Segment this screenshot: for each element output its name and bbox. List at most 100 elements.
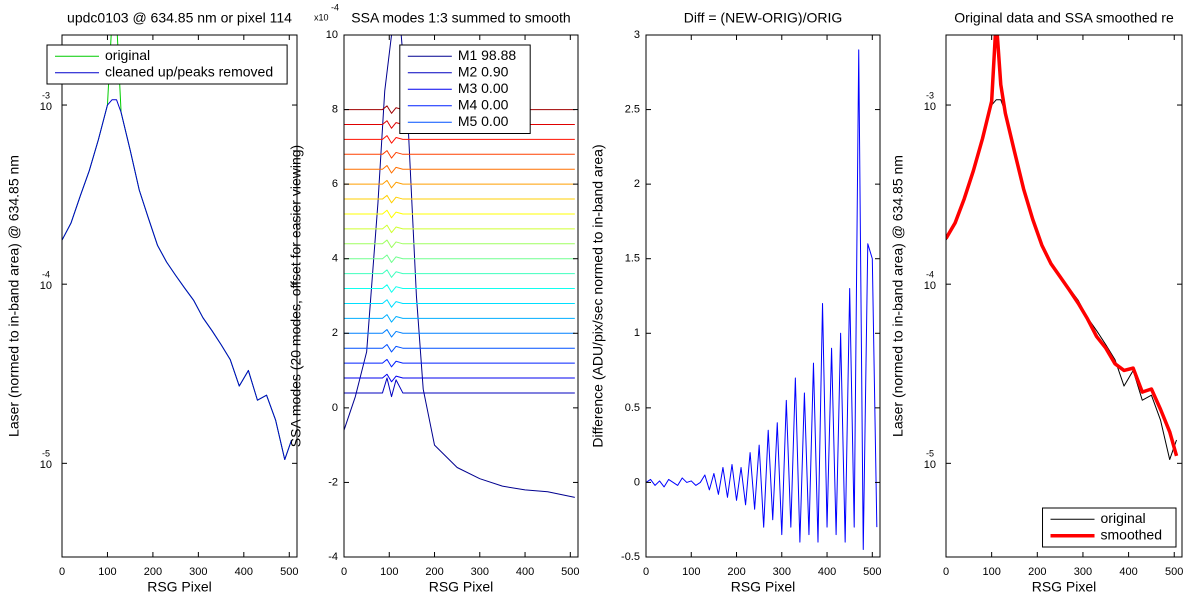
series-line — [646, 49, 878, 551]
y-tick-label: 4 — [332, 253, 338, 265]
y-tick-label: 8 — [332, 103, 338, 115]
plot-area — [946, 35, 1182, 557]
x-tick-label: 500 — [280, 566, 298, 578]
series-line — [344, 329, 575, 338]
axes-frame — [645, 34, 881, 558]
x-tick-label: 500 — [561, 566, 579, 578]
y-axis-label: Laser (normed to in-band area) @ 634.85 … — [890, 155, 906, 437]
y-tick-exponent: -3 — [42, 90, 50, 100]
y-tick-label: 3 — [634, 29, 640, 41]
legend-box — [399, 44, 531, 134]
legend-label: smoothed — [1101, 526, 1162, 542]
plot-area — [646, 35, 880, 557]
series-line — [344, 254, 575, 263]
series-line — [344, 373, 575, 383]
y-tick-label: 2 — [332, 327, 338, 339]
series-line — [344, 239, 575, 249]
y-tick-label: 1.5 — [625, 253, 640, 265]
series-line — [344, 165, 575, 174]
x-tick-label: 100 — [982, 566, 1000, 578]
x-tick-label: 0 — [341, 566, 347, 578]
x-tick-label: 400 — [516, 566, 534, 578]
x-tick-label: 200 — [144, 566, 162, 578]
y-tick-label: -2 — [328, 476, 338, 488]
x-tick-label: 500 — [1165, 566, 1183, 578]
y-tick-exponent: -5 — [926, 449, 934, 459]
series-group — [344, 35, 575, 498]
x-tick-label: 100 — [682, 566, 700, 578]
chart-title: Original data and SSA smoothed re — [954, 10, 1174, 26]
y-multiplier-exponent: -4 — [331, 2, 339, 12]
y-tick-label: 2 — [634, 178, 640, 190]
x-tick-label: 300 — [471, 566, 489, 578]
y-axis-label: Laser (normed to in-band area) @ 634.85 … — [6, 155, 22, 437]
y-tick-label: 10 — [40, 280, 52, 292]
legend-label: M4 0.00 — [458, 96, 509, 112]
y-tick-exponent: -4 — [42, 270, 50, 280]
x-tick-label: 200 — [1028, 566, 1046, 578]
series-line — [344, 224, 575, 234]
series-line — [344, 314, 575, 323]
legend-label: M2 0.90 — [458, 63, 509, 79]
series-group — [62, 35, 293, 461]
series-line — [344, 209, 575, 219]
x-tick-label: 400 — [818, 566, 836, 578]
axes-frame — [61, 34, 298, 558]
x-axis-label: RSG Pixel — [731, 579, 796, 595]
legend-box — [1042, 507, 1177, 548]
y-tick-label: -0.5 — [621, 551, 640, 563]
y-tick-label: 1 — [634, 327, 640, 339]
y-tick-label: 6 — [332, 178, 338, 190]
series-line — [946, 35, 1179, 457]
x-tick-label: 300 — [189, 566, 207, 578]
y-tick-label: 10 — [40, 459, 52, 471]
x-tick-label: 200 — [425, 566, 443, 578]
chart-title: Diff = (NEW-ORIG)/ORIG — [684, 10, 843, 26]
x-tick-label: 200 — [727, 566, 745, 578]
series-line — [344, 377, 575, 398]
x-tick-label: 0 — [943, 566, 949, 578]
x-tick-label: 400 — [1119, 566, 1137, 578]
legend-label: M5 0.00 — [458, 113, 509, 129]
y-tick-label: 2.5 — [625, 103, 640, 115]
y-tick-label: -4 — [328, 551, 338, 563]
legend-label: original — [1101, 510, 1146, 526]
x-tick-label: 300 — [1074, 566, 1092, 578]
legend-label: M3 0.00 — [458, 80, 509, 96]
series-line — [62, 99, 293, 461]
series-line — [344, 150, 575, 159]
plot-area — [62, 35, 297, 557]
x-tick-label: 400 — [235, 566, 253, 578]
y-tick-label: 10 — [924, 280, 936, 292]
series-group — [946, 35, 1179, 461]
x-tick-label: 0 — [643, 566, 649, 578]
x-axis-label: RSG Pixel — [147, 579, 212, 595]
series-line — [344, 179, 575, 189]
x-tick-label: 300 — [773, 566, 791, 578]
series-line — [344, 358, 575, 368]
series-line — [344, 194, 575, 204]
y-tick-label: 10 — [924, 101, 936, 113]
chart-title: updc0103 @ 634.85 nm or pixel 114 — [67, 10, 292, 26]
series-line — [344, 35, 575, 498]
legend-label: original — [105, 47, 150, 63]
legend-label: cleaned up/peaks removed — [105, 63, 273, 79]
y-tick-exponent: -5 — [42, 449, 50, 459]
x-axis-label: RSG Pixel — [1032, 579, 1097, 595]
x-tick-label: 500 — [863, 566, 881, 578]
y-tick-label: 0 — [332, 402, 338, 414]
x-tick-label: 100 — [380, 566, 398, 578]
y-tick-exponent: -3 — [926, 90, 934, 100]
series-line — [344, 343, 575, 353]
y-tick-label: 0.5 — [625, 402, 640, 414]
legend-box — [46, 44, 288, 85]
y-tick-label: 10 — [326, 29, 338, 41]
chart-title: SSA modes 1:3 summed to smooth — [351, 10, 570, 26]
